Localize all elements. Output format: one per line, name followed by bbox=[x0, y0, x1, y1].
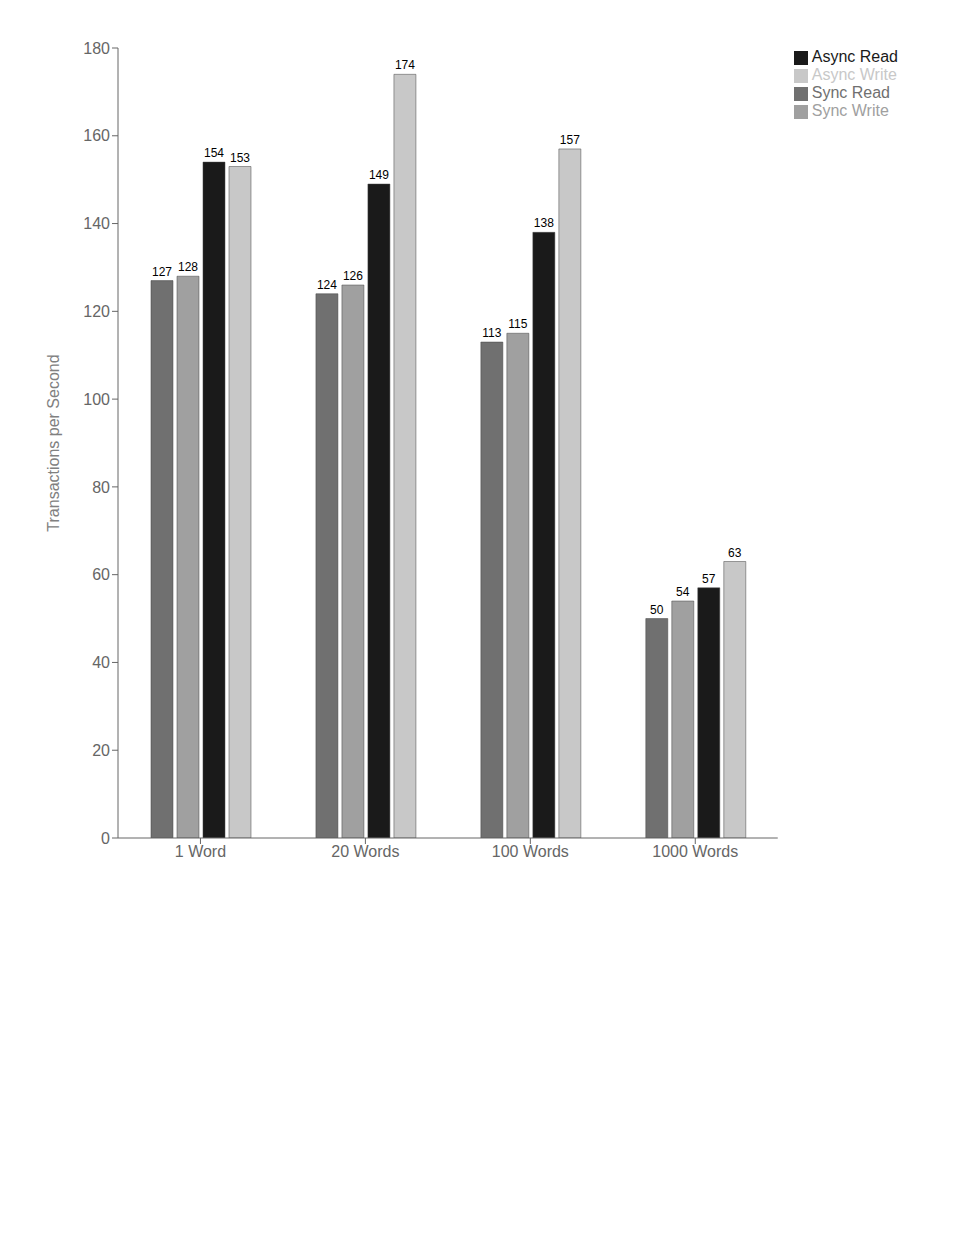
svg-text:113: 113 bbox=[482, 326, 501, 340]
svg-text:60: 60 bbox=[92, 566, 110, 583]
svg-text:126: 126 bbox=[343, 269, 363, 283]
svg-text:50: 50 bbox=[650, 603, 664, 617]
svg-text:124: 124 bbox=[317, 278, 337, 292]
svg-text:1 Word: 1 Word bbox=[175, 843, 226, 860]
svg-text:138: 138 bbox=[534, 216, 554, 230]
html-text:Sync Read: Sync Read bbox=[811, 84, 890, 101]
svg-text:80: 80 bbox=[92, 479, 110, 496]
svg-text:127: 127 bbox=[152, 265, 172, 279]
svg-text:100: 100 bbox=[83, 391, 110, 408]
svg-text:149: 149 bbox=[369, 168, 389, 182]
svg-text:63: 63 bbox=[728, 546, 742, 560]
svg-text:120: 120 bbox=[83, 303, 110, 320]
svg-text:157: 157 bbox=[560, 133, 580, 147]
html-text:Async Read: Async Read bbox=[811, 48, 898, 65]
svg-text:40: 40 bbox=[92, 654, 110, 671]
svg-text:20 Words: 20 Words bbox=[331, 843, 399, 860]
svg-text:100 Words: 100 Words bbox=[492, 843, 569, 860]
svg-text:115: 115 bbox=[508, 317, 527, 331]
svg-text:154: 154 bbox=[204, 146, 224, 160]
svg-text:174: 174 bbox=[395, 58, 415, 72]
svg-text:180: 180 bbox=[83, 40, 110, 57]
svg-text:153: 153 bbox=[230, 151, 250, 165]
svg-text:Transactions per Second: Transactions per Second bbox=[45, 354, 62, 531]
svg-text:57: 57 bbox=[702, 572, 716, 586]
svg-text:20: 20 bbox=[92, 742, 110, 759]
html-text:Sync Write: Sync Write bbox=[811, 102, 889, 119]
svg-text:54: 54 bbox=[676, 585, 690, 599]
svg-text:1000 Words: 1000 Words bbox=[652, 843, 738, 860]
svg-text:0: 0 bbox=[101, 830, 110, 847]
svg-text:128: 128 bbox=[178, 260, 198, 274]
svg-text:140: 140 bbox=[83, 215, 110, 232]
svg-text:160: 160 bbox=[83, 127, 110, 144]
html-text:Async Write: Async Write bbox=[811, 66, 897, 83]
